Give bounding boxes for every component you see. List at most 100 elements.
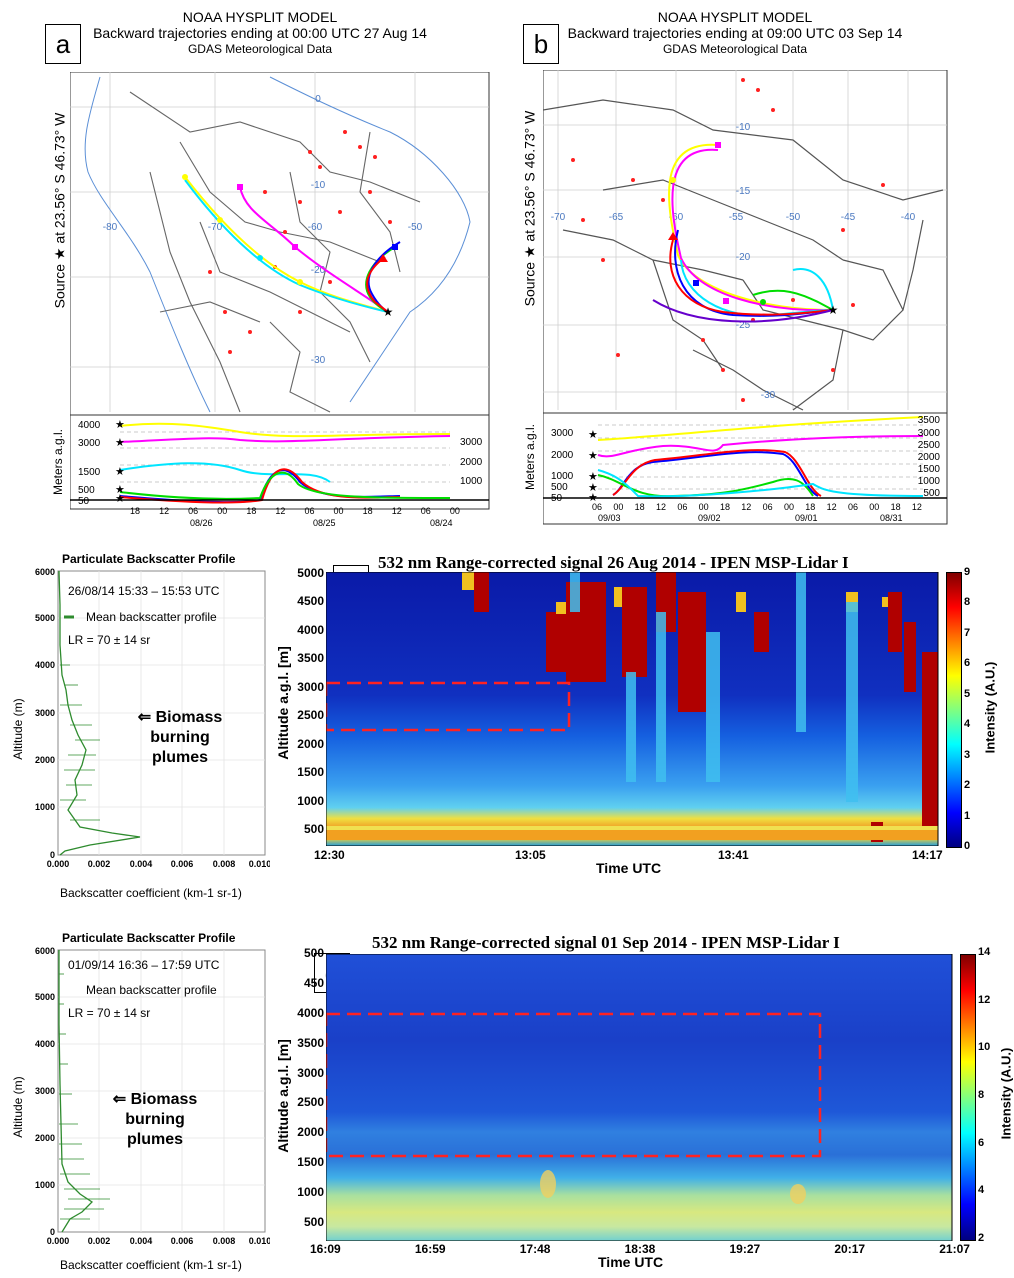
panel-a-date: 08/25 [313, 518, 336, 528]
lidar-c-cbar-ticks: 9 8 7 6 5 4 3 2 1 0 [964, 566, 970, 852]
profile-d-ytick: 1000 [35, 1180, 55, 1190]
panel-b-letter: b [523, 24, 559, 64]
panel-b-lon-label: -45 [841, 212, 856, 223]
lidar-c-xtick: 12:30 [314, 848, 345, 862]
lidar-d-cbar-tick: 10 [978, 1041, 991, 1054]
svg-text:★: ★ [115, 493, 125, 505]
panel-a-alt-left: 3000 [78, 438, 101, 449]
lidar-c-cbar-label: Intensity (A.U.) [982, 661, 998, 754]
svg-text:★: ★ [828, 303, 839, 317]
profile-d-xtick: 0.008 [213, 1236, 236, 1246]
svg-text:★: ★ [588, 471, 598, 483]
svg-text:★: ★ [383, 305, 394, 319]
panel-a-alt-right: 2000 [460, 457, 483, 468]
panel-b-alt-right: 1500 [918, 464, 941, 475]
lidar-d-yticks: 500 450 4000 3500 3000 2500 2000 1500 1000 50… [286, 946, 324, 1229]
panel-a-hour: 00 [449, 506, 460, 516]
lidar-c-xtick: 13:41 [718, 848, 749, 862]
profile-c-ytick: 0 [50, 850, 55, 860]
panel-a-hour: 18 [130, 506, 141, 516]
panel-b-lon-label: -40 [901, 212, 916, 223]
lidar-c-ytick: 500 [303, 821, 324, 836]
lidar-d-xtick: 16:59 [414, 1242, 446, 1256]
profile-c-xtick: 0.006 [171, 859, 194, 869]
lidar-d-cbar-tick: 6 [978, 1136, 985, 1149]
profile-d-title: Particulate Backscatter Profile [62, 931, 236, 945]
profile-d-xlabel: Backscatter coefficient (km-1 sr-1) [60, 1258, 242, 1272]
lidar-d-cbar-tick: 12 [978, 993, 991, 1006]
lidar-c-colorbar [946, 572, 962, 848]
panel-a-hour: 12 [391, 506, 402, 516]
profile-c-plot: 6000 5000 4000 3000 2000 1000 0 0.000 0.… [35, 567, 270, 869]
lidar-d-ytick: 450 [303, 975, 324, 990]
panel-b-lat-label: -25 [736, 320, 751, 331]
lidar-c-cbar-tick: 0 [964, 839, 971, 852]
profile-d-lr: LR = 70 ± 14 sr [68, 1006, 151, 1020]
profile-d-xtick: 0.002 [88, 1236, 111, 1246]
profile-c-ytick: 5000 [35, 613, 55, 623]
panel-b-lat-label: -20 [736, 252, 751, 263]
panel-a-hour: 12 [159, 506, 170, 516]
lidar-d-ytick: 2000 [297, 1125, 324, 1140]
profile-c-ytick: 1000 [35, 802, 55, 812]
panel-b-lon-label: -65 [609, 212, 624, 223]
lidar-d-xtick: 21:07 [939, 1242, 970, 1256]
lidar-c-ytick: 5000 [297, 566, 324, 580]
panel-b-hour: 00 [613, 502, 624, 512]
panel-a-alt-left: 1500 [78, 467, 101, 478]
panel-b-hour: 12 [826, 502, 837, 512]
profile-d-arrow: ⇐ [112, 1091, 127, 1108]
panel-b-hour: 18 [634, 502, 645, 512]
profile-d-annotation-line2: burning [125, 1111, 185, 1128]
profile-d-ytick: 6000 [35, 946, 55, 956]
panel-b-ylabel: Meters a.g.l. [523, 423, 537, 491]
lidar-c-ytick: 1500 [297, 765, 324, 780]
profile-c-annotation-line3: plumes [151, 749, 208, 766]
lidar-d-ytick: 500 [303, 1214, 324, 1229]
panel-a-letter: a [45, 24, 81, 64]
panel-a-lat-label: -30 [311, 355, 326, 366]
panel-b-date: 09/01 [795, 513, 818, 523]
lidar-c-cbar-tick: 1 [964, 809, 971, 822]
svg-text:★: ★ [115, 484, 125, 496]
svg-text:★: ★ [588, 429, 598, 441]
profile-c-ytick: 3000 [35, 708, 55, 718]
panel-b-alt-left: 2000 [551, 450, 574, 461]
panel-a-hour-axis: 18 12 06 00 18 12 06 00 18 12 06 00 [130, 506, 460, 516]
panel-b-lat-label: -10 [736, 122, 751, 133]
panel-b-lon-label: -60 [669, 212, 684, 223]
panel-b-hour: 12 [911, 502, 922, 512]
lidar-c-ytick: 3500 [297, 651, 324, 666]
lidar-d-cbar-ticks: 14 12 10 8 6 4 2 [978, 946, 990, 1244]
panel-a-hour: 18 [246, 506, 257, 516]
profile-c-annotation-line2: burning [150, 729, 210, 746]
panel-a-alt-left: 4000 [78, 420, 101, 431]
profile-c-ytick: 6000 [35, 567, 55, 577]
panel-a-hour: 06 [420, 506, 431, 516]
lidar-d-ylabel: Altitude a.g.l. [m] [275, 1039, 291, 1153]
panel-b-alt-left: 50 [551, 493, 563, 504]
lidar-c-xtick: 13:05 [515, 848, 546, 862]
profile-d-ytick: 4000 [35, 1039, 55, 1049]
lidar-d-xtick: 16:09 [310, 1242, 341, 1256]
panel-b-date: 08/31 [880, 513, 903, 523]
profile-c-xlabel: Backscatter coefficient (km-1 sr-1) [60, 886, 242, 900]
lidar-d-xtick: 18:38 [624, 1242, 656, 1256]
panel-b-hour: 18 [719, 502, 730, 512]
svg-text:★: ★ [588, 492, 598, 504]
lidar-c-cbar-tick: 6 [964, 657, 971, 670]
lidar-d-ytick: 2500 [297, 1095, 324, 1110]
panel-b-hour: 18 [890, 502, 901, 512]
lidar-d-cbar-tick: 8 [978, 1088, 985, 1101]
panel-b-alt-right: 2500 [918, 440, 941, 451]
profile-d-annotation-line1: Biomass [130, 1091, 198, 1108]
panel-a-hour: 00 [217, 506, 228, 516]
panel-b-hour: 12 [741, 502, 752, 512]
panel-b-hour: 06 [592, 502, 603, 512]
panel-b-alt-left: 1000 [551, 471, 574, 482]
lidar-c-ytick: 4000 [297, 622, 324, 637]
lidar-c-cbar-tick: 2 [964, 779, 971, 792]
profile-c-annotation-line1: Biomass [155, 709, 223, 726]
lidar-c-cbar-tick: 5 [964, 687, 971, 700]
panel-a-ylabel: Meters a.g.l. [51, 428, 65, 496]
